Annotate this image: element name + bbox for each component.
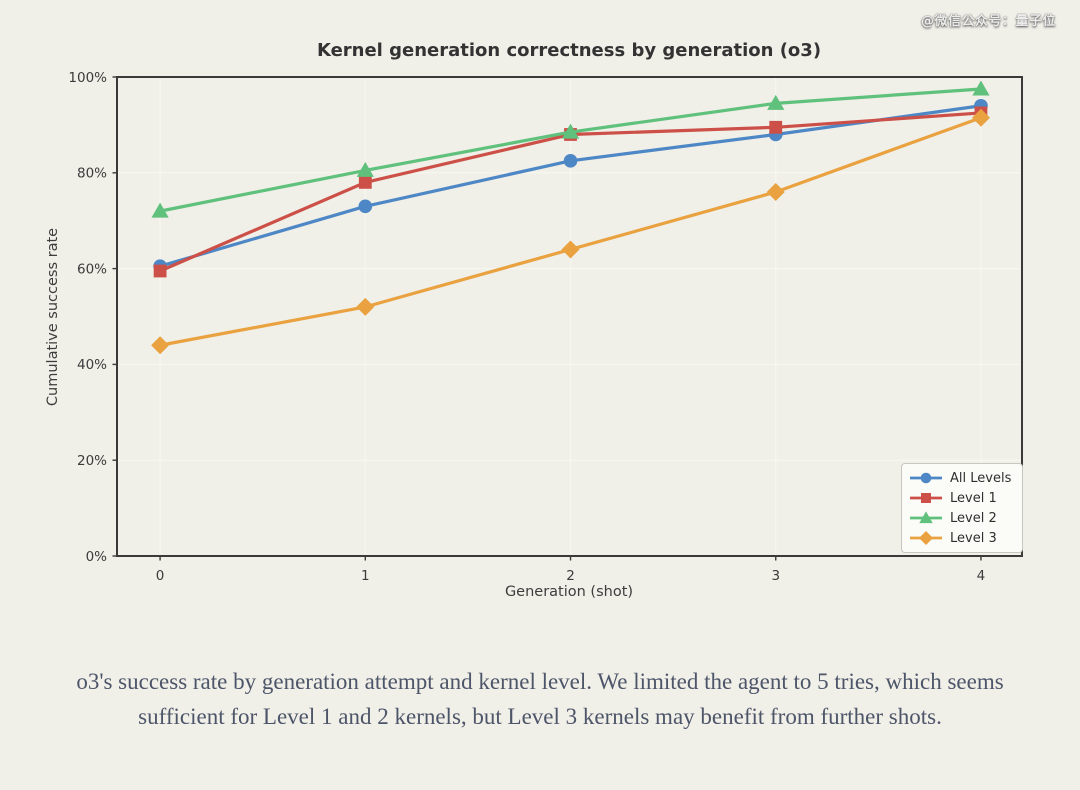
y-tick-label: 0% xyxy=(86,549,108,565)
legend-marker-triangle-icon xyxy=(910,511,942,524)
legend-marker xyxy=(921,493,931,503)
data-point-level-3 xyxy=(766,182,785,201)
plot-frame xyxy=(116,76,1023,557)
legend-item: Level 1 xyxy=(909,490,1011,506)
caption: o3's success rate by generation attempt … xyxy=(76,669,1004,729)
data-point-level-3 xyxy=(151,336,170,355)
y-tick-label: 40% xyxy=(77,357,107,373)
data-point-level-3 xyxy=(356,297,375,316)
chart-title: Kernel generation correctness by generat… xyxy=(317,40,821,61)
x-tick-label: 1 xyxy=(361,568,370,584)
y-tick-label: 60% xyxy=(77,261,107,277)
x-axis-label: Generation (shot) xyxy=(505,584,633,600)
data-point-level-2 xyxy=(561,123,580,139)
data-point-level-1 xyxy=(153,264,167,278)
legend: All Levels Level 1 Level 2 Level 3 xyxy=(901,463,1024,553)
legend-marker xyxy=(920,472,932,484)
legend-marker-diamond-icon xyxy=(910,530,942,546)
data-series xyxy=(151,80,990,355)
legend-marker xyxy=(918,530,934,546)
gridlines xyxy=(117,76,1022,557)
legend-item: All Levels xyxy=(909,470,1011,486)
y-axis-label: Cumulative success rate xyxy=(45,228,61,406)
data-point-level-2 xyxy=(151,202,169,218)
y-tick-label: 20% xyxy=(77,453,107,469)
x-tick-label: 0 xyxy=(156,568,165,584)
data-point-level-3 xyxy=(971,108,990,127)
data-point-level-1 xyxy=(769,120,783,134)
legend-label: Level 1 xyxy=(950,490,997,506)
y-tick-label: 80% xyxy=(77,166,107,182)
data-point-level-2 xyxy=(972,80,990,96)
legend-item: Level 3 xyxy=(909,530,1011,546)
legend-marker-square-icon xyxy=(910,493,942,503)
x-tick-label: 3 xyxy=(771,568,780,584)
x-tick-label: 2 xyxy=(566,568,575,584)
data-point-level-3 xyxy=(561,240,580,259)
y-tick-label: 100% xyxy=(68,70,107,86)
legend-item: Level 2 xyxy=(909,510,1011,526)
watermark: @微信公众号：量子位 xyxy=(920,14,1056,29)
data-point-all-levels xyxy=(358,199,373,214)
legend-marker xyxy=(919,511,933,524)
x-tick-label: 4 xyxy=(977,568,986,584)
legend-label: All Levels xyxy=(950,470,1012,486)
legend-label: Level 3 xyxy=(950,530,997,546)
line-chart: 0 1 2 3 40%20%40%60%80%100% Kernel generatio… xyxy=(45,40,1023,600)
data-point-level-1 xyxy=(358,175,372,189)
data-point-level-2 xyxy=(356,161,374,177)
legend-label: Level 2 xyxy=(950,510,997,526)
legend-marker-circle-icon xyxy=(910,472,942,484)
axes: 0 1 2 3 40%20%40%60%80%100% xyxy=(68,70,1023,584)
data-point-level-2 xyxy=(767,94,785,110)
data-point-all-levels xyxy=(563,154,578,168)
